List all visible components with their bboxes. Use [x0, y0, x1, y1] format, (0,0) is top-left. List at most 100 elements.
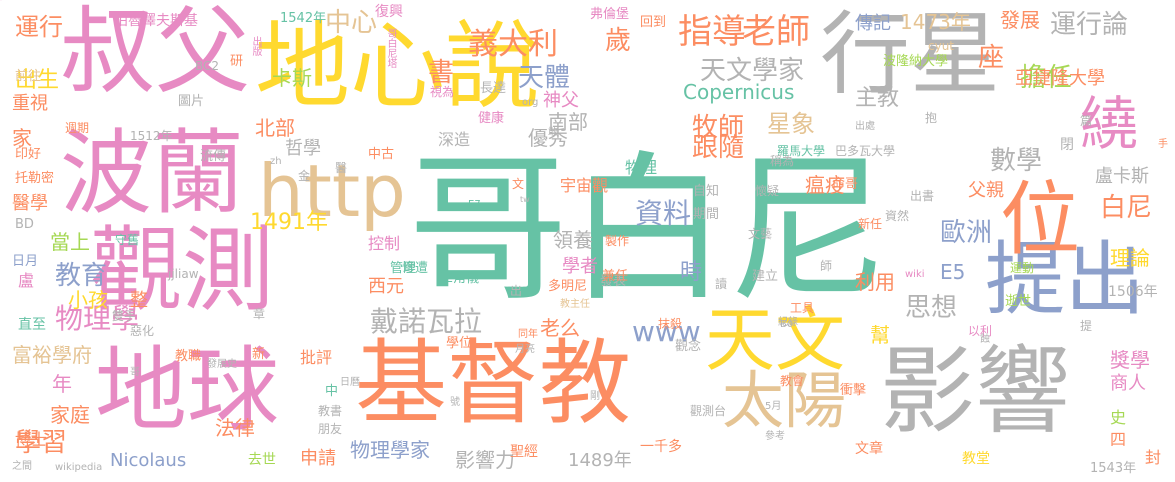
word-cloud-term: 一千多	[640, 439, 682, 455]
word-cloud-term: 研	[230, 54, 244, 69]
word-cloud-term: 印好	[15, 147, 42, 162]
word-cloud-term: wiki	[905, 269, 925, 280]
word-cloud-term: 哥白尼	[408, 136, 889, 323]
word-cloud-term: 1489年	[568, 450, 632, 471]
word-cloud-term: 逝世	[1005, 294, 1032, 309]
word-cloud-term: 地心說	[255, 12, 541, 122]
word-cloud-term: 健康	[478, 111, 505, 126]
word-cloud-term: 閉	[1060, 137, 1074, 153]
word-cloud-term: 牧師	[692, 113, 745, 143]
word-cloud-term: 數學	[990, 146, 1043, 176]
word-cloud-term: 守舊	[115, 233, 140, 247]
word-cloud-term: 星象	[767, 110, 815, 138]
word-cloud-term: 出版	[250, 36, 261, 56]
word-cloud-term: 衝擊	[840, 383, 867, 398]
word-cloud-term: 義大利	[468, 27, 558, 62]
word-cloud-term: 日曆	[340, 377, 360, 388]
word-cloud-term: 天文學家	[700, 56, 805, 86]
word-cloud-term: 文章	[855, 441, 883, 457]
word-cloud-term: 理論	[1110, 246, 1150, 270]
word-cloud-term: 運行	[15, 13, 63, 41]
word-cloud-term: 深造	[438, 130, 471, 149]
word-cloud-term: 1543年	[1090, 461, 1137, 476]
word-cloud-term: 戴諾瓦拉	[370, 305, 483, 338]
word-cloud-term: 流傳	[200, 149, 227, 164]
word-cloud-term: 期間	[693, 207, 720, 222]
word-cloud-term: tw	[520, 195, 530, 204]
word-cloud-term: 稱為	[770, 154, 795, 168]
word-cloud-term: 1542年	[280, 11, 327, 26]
word-cloud-term: B0	[780, 319, 794, 330]
word-cloud-term: 教職	[175, 349, 202, 364]
word-cloud-term: 聖經	[510, 444, 538, 460]
word-cloud-term: 醫	[335, 161, 348, 175]
word-cloud-term: 中心	[325, 8, 378, 38]
word-cloud-term: 主教	[855, 86, 900, 111]
word-cloud-term: jjliaw	[168, 267, 199, 281]
word-cloud-term: 讀	[715, 277, 728, 291]
word-cloud-term: 發表	[600, 274, 627, 289]
word-cloud-term: 出處	[855, 121, 875, 132]
word-cloud-term: 文	[512, 177, 525, 191]
word-cloud-term: 建立	[752, 269, 779, 284]
word-cloud-term: 日月	[12, 254, 39, 269]
word-cloud-term: 控制	[368, 234, 401, 253]
word-cloud-term: 製作	[605, 234, 630, 248]
word-cloud-term: Nicolaus	[110, 450, 187, 471]
word-cloud-term: 手	[1158, 139, 1168, 150]
word-cloud-term: 位	[1000, 173, 1080, 266]
word-cloud-term: 神父	[543, 90, 579, 111]
word-cloud-term: www	[632, 315, 701, 348]
word-cloud-term: 盧卡斯	[1095, 166, 1149, 187]
word-cloud-term: 老師	[742, 12, 810, 52]
word-cloud-term: 批評	[300, 348, 333, 367]
word-cloud-term: 抹殺	[658, 317, 683, 331]
word-cloud-term: 父親	[968, 180, 1004, 201]
word-cloud-term: 弗倫堡	[590, 7, 630, 22]
word-cloud-term: 金	[298, 169, 311, 183]
word-cloud-term: 商人	[1110, 373, 1146, 394]
word-cloud-term: 哲學	[285, 138, 321, 159]
word-cloud-term: 書	[428, 58, 455, 88]
word-cloud-term: E5	[940, 260, 966, 284]
word-cloud-term: 羅馬大學	[777, 144, 826, 158]
word-cloud-term: 教會	[780, 374, 805, 388]
word-cloud-term: 影響	[880, 337, 1071, 447]
word-cloud-term: 哥白尼塔	[385, 28, 396, 68]
word-cloud-term: 文藝	[748, 227, 773, 241]
word-cloud-term: wikipedia	[55, 462, 103, 473]
word-cloud-term: 1473年	[900, 10, 971, 34]
word-cloud-term: 歲	[605, 26, 632, 56]
word-cloud-term: 中	[325, 384, 339, 399]
word-cloud-term: 物理	[625, 158, 658, 177]
word-cloud-term: 慘遭	[402, 261, 429, 276]
word-cloud-term: 家	[12, 126, 32, 150]
word-cloud-term: 復興	[375, 4, 403, 20]
word-cloud-term: 當上	[50, 230, 90, 254]
word-cloud-term: 敢	[548, 127, 558, 138]
word-cloud-term: 叔父	[60, 0, 251, 107]
word-cloud-term: 北部	[255, 116, 295, 140]
word-cloud-term: 月亮	[515, 344, 535, 355]
word-cloud-term: 管理	[390, 261, 417, 276]
word-cloud-term: 發展史	[207, 359, 237, 370]
word-cloud-term: zh	[270, 156, 282, 167]
word-cloud-term: 地球	[95, 337, 280, 444]
word-cloud-term: 出書	[910, 189, 935, 203]
word-cloud-term: 運行論	[1050, 10, 1129, 40]
word-cloud-term: E7	[468, 199, 481, 210]
word-cloud-term: 家庭	[50, 403, 90, 427]
word-cloud-term: 出	[510, 284, 523, 298]
word-cloud-term: 申請	[300, 448, 336, 469]
word-cloud-term: 醫學	[12, 193, 48, 214]
word-cloud-term: 繞	[1080, 90, 1139, 158]
word-cloud-term: 5月	[765, 401, 782, 412]
word-cloud-term: 1491年	[250, 210, 328, 235]
word-cloud-term: 幫	[870, 323, 890, 347]
word-cloud-term: 前往	[15, 69, 42, 84]
word-cloud-term: 西元	[368, 276, 404, 297]
word-cloud-term: 波蘭	[0, 0, 2, 1]
word-cloud-term: 1506年	[1108, 284, 1158, 300]
word-cloud-term: 物理學	[55, 302, 140, 335]
